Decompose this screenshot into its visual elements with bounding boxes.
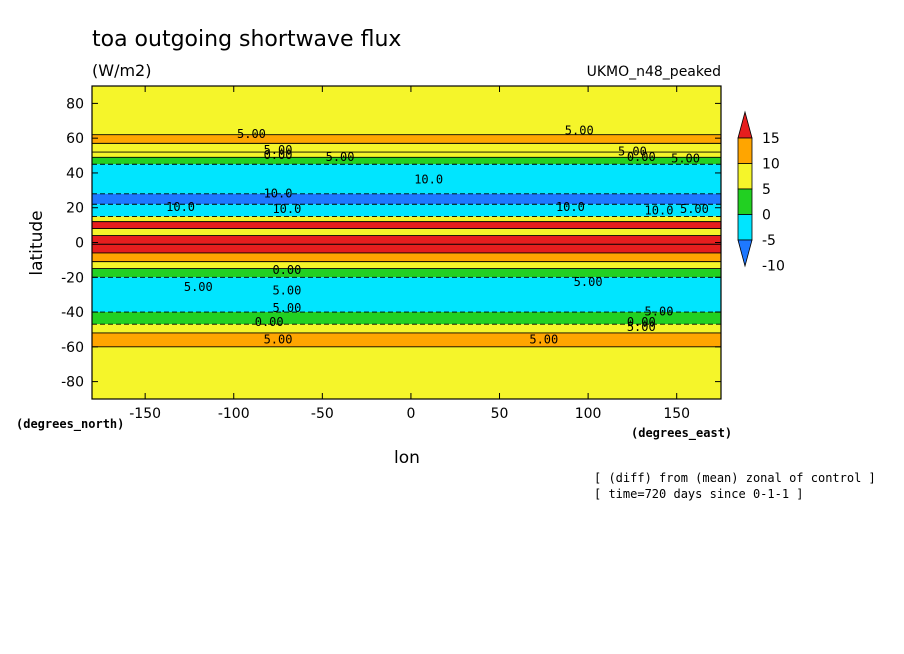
x-tick-label-0: -150: [129, 406, 161, 422]
band-4: [92, 157, 721, 165]
band-20: [92, 346, 721, 399]
band-0: [92, 86, 721, 135]
contour-label-22: 5.00: [627, 320, 656, 334]
x-tick-label-2: -50: [311, 406, 334, 422]
band-6: [92, 193, 721, 205]
x-tick-label-3: 0: [406, 406, 415, 422]
y-axis-ticks: -80 -60 -40 -20 0 20 40 60 80: [61, 96, 721, 391]
contour-label-2: 5.00: [264, 143, 293, 157]
y-tick-label-7: 60: [66, 131, 84, 147]
band-16: [92, 277, 721, 313]
band-13: [92, 252, 721, 262]
colorbar-label-0: 15: [762, 131, 780, 147]
contour-label-12: 10.0: [556, 200, 585, 214]
contour-label-16: 5.00: [574, 275, 603, 289]
colorbar-segment-4: [737, 137, 753, 164]
latitude-bands: [92, 86, 721, 399]
run-label: UKMO_n48_peaked: [587, 64, 721, 80]
band-2: [92, 143, 721, 153]
y-tick-label-1: -60: [61, 340, 84, 356]
band-14: [92, 261, 721, 269]
y-tick-label-0: -80: [61, 375, 84, 391]
band-12: [92, 240, 721, 253]
x-units-label: (degrees_east): [631, 426, 732, 441]
colorbar-segment-1: [737, 214, 753, 241]
colorbar-bottom-arrow: [737, 239, 753, 268]
colorbar: 15 10 5 0 -5 -10: [737, 110, 785, 275]
contour-label-25: 0.00: [272, 263, 301, 277]
contour-label-9: 10.0: [264, 186, 293, 200]
band-1: [92, 134, 721, 144]
contour-label-0: 5.00: [237, 127, 266, 141]
contour-label-11: 10.0: [272, 202, 301, 216]
contour-label-10: 10.0: [166, 200, 195, 214]
y-tick-label-5: 20: [66, 201, 84, 217]
y-axis-label: latitude: [27, 210, 47, 275]
contour-label-17: 5.00: [272, 284, 301, 298]
contour-label-18: 5.00: [272, 301, 301, 315]
y-tick-label-8: 80: [66, 96, 84, 112]
band-5: [92, 164, 721, 194]
band-15: [92, 268, 721, 278]
x-tick-label-5: 100: [575, 406, 602, 422]
band-17: [92, 312, 721, 325]
contour-label-7: 5.00: [671, 152, 700, 166]
contour-label-20: 0.00: [255, 315, 284, 329]
colorbar-segment-2: [737, 188, 753, 215]
band-9: [92, 221, 721, 229]
colorbar-top-arrow: [737, 110, 753, 139]
contour-label-3: 0.00: [264, 148, 293, 162]
contour-label-13: 10.0: [645, 204, 674, 218]
contour-label-23: 5.00: [264, 332, 293, 346]
plot-area: 5.00 5.005.000.00 5.00 5.000.00 5.0010.010.0…: [92, 86, 721, 399]
y-units-label: (degrees_north): [16, 417, 124, 432]
chart-units: (W/m2): [92, 61, 151, 80]
band-18: [92, 324, 721, 333]
band-19: [92, 332, 721, 347]
contour-label-21: 0.00: [627, 315, 656, 329]
chart-title: toa outgoing shortwave flux: [92, 27, 401, 52]
x-tick-label-6: 150: [663, 406, 690, 422]
annotation-line-1: [ (diff) from (mean) zonal of control ]: [594, 471, 876, 485]
contour-label-5: 5.00: [618, 145, 647, 159]
contour-labels: 5.00 5.005.000.00 5.00 5.000.00 5.0010.010.0…: [166, 124, 709, 347]
colorbar-label-4: -5: [762, 233, 776, 249]
contour-label-8: 10.0: [414, 172, 443, 186]
colorbar-segment-3: [737, 163, 753, 190]
x-axis-ticks: -150 -100 -50 0 50 100 150: [129, 86, 690, 422]
contour-lines: [92, 134, 721, 399]
band-3: [92, 152, 721, 158]
contour-label-15: 5.00: [184, 280, 213, 294]
contour-label-14: 5.00: [680, 202, 709, 216]
band-8: [92, 216, 721, 222]
contour-label-4: 5.00: [326, 150, 355, 164]
annotation-line-2: [ time=720 days since 0-1-1 ]: [594, 487, 804, 501]
contour-label-19: 5.00: [645, 305, 674, 319]
band-10: [92, 228, 721, 236]
contour-label-24: 5.00: [529, 332, 558, 346]
x-tick-label-1: -100: [218, 406, 250, 422]
colorbar-label-5: -10: [762, 259, 785, 275]
contour-label-6: 0.00: [627, 150, 656, 164]
y-tick-label-6: 40: [66, 166, 84, 182]
colorbar-label-3: 0: [762, 208, 771, 224]
x-axis-label: lon: [394, 448, 420, 468]
contour-label-1: 5.00: [565, 124, 594, 138]
y-tick-label-4: 0: [75, 236, 84, 252]
colorbar-label-1: 10: [762, 157, 780, 173]
y-tick-label-2: -40: [61, 305, 84, 321]
y-tick-label-3: -20: [61, 270, 84, 286]
colorbar-label-2: 5: [762, 182, 771, 198]
x-tick-label-4: 50: [491, 406, 509, 422]
band-7: [92, 204, 721, 217]
band-11: [92, 235, 721, 245]
